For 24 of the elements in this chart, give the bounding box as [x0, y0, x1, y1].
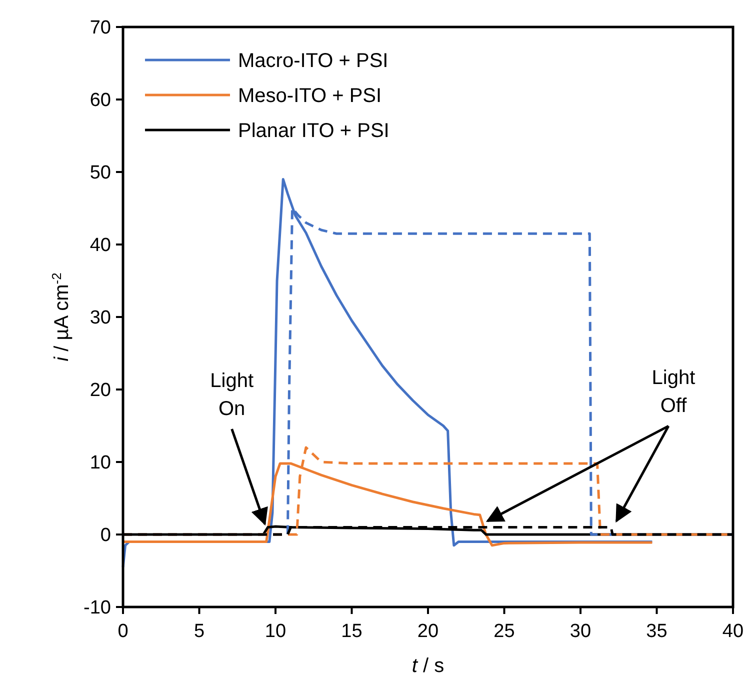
x-tick-label: 30	[570, 621, 592, 642]
x-tick-label: 35	[646, 621, 668, 642]
x-axis-title: t / s	[412, 655, 444, 677]
legend-label: Planar ITO + PSI	[238, 120, 390, 142]
y-tick-label: 70	[90, 18, 111, 39]
annotation: Light On	[210, 370, 254, 420]
x-tick-label: 5	[194, 621, 205, 642]
y-tick-label: 0	[100, 525, 111, 546]
y-tick-label: 40	[90, 235, 111, 256]
x-tick-label: 25	[494, 621, 515, 642]
y-tick-label: 50	[90, 162, 111, 184]
x-tick-label: 10	[264, 621, 286, 642]
legend-label: Meso-ITO + PSI	[238, 85, 382, 107]
y-tick-label: -10	[84, 598, 111, 619]
y-tick-label: 60	[90, 90, 111, 112]
y-tick-label: 20	[90, 380, 111, 402]
x-tick-label: 20	[417, 621, 439, 642]
y-tick-label: 10	[90, 452, 111, 474]
legend-label: Macro-ITO + PSI	[238, 50, 388, 72]
x-tick-label: 40	[722, 621, 744, 642]
y-tick-label: 30	[90, 308, 111, 329]
x-tick-label: 0	[118, 621, 128, 642]
x-tick-label: 15	[341, 621, 362, 642]
annotation: Light Off	[652, 367, 696, 418]
